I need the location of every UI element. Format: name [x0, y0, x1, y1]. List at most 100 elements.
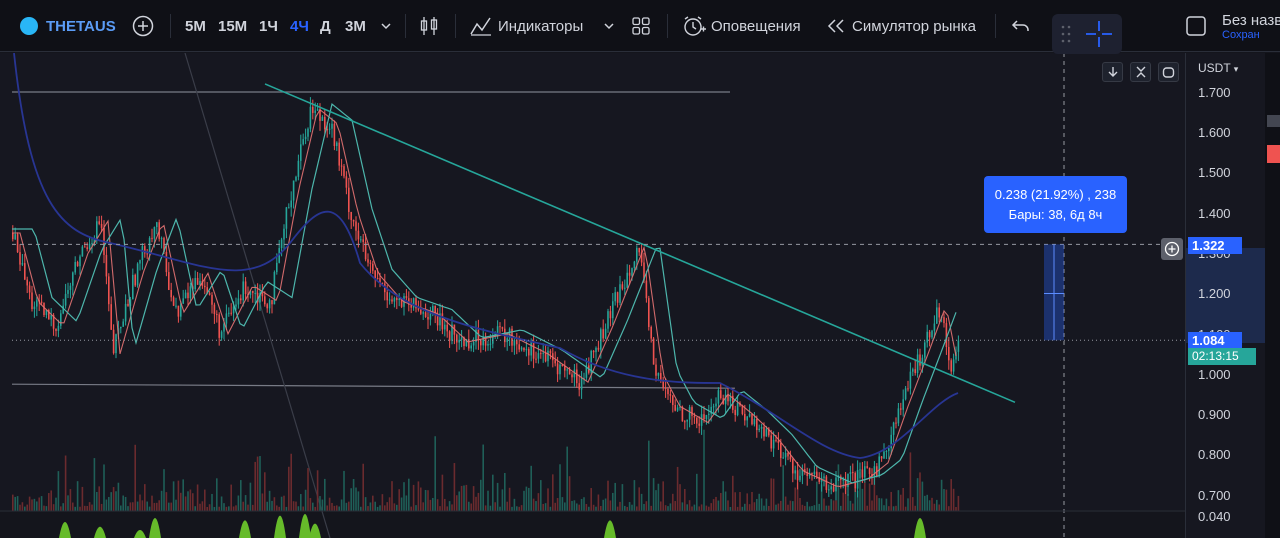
candle-body [415, 298, 417, 309]
candle-body [182, 298, 184, 304]
layout-name[interactable]: Без назв Сохран [1222, 0, 1280, 52]
volume-bar [904, 506, 907, 511]
candle-body [681, 407, 684, 422]
reset-scale-button[interactable] [1158, 62, 1179, 82]
candle-body [67, 290, 69, 294]
floating-drawing-toolbar[interactable] [1052, 14, 1122, 54]
candle-body [172, 297, 175, 306]
candle-body [811, 472, 813, 475]
volume-bar [871, 500, 873, 511]
candle-body [412, 298, 415, 308]
timeframe-dropdown[interactable] [380, 0, 392, 52]
volume-bar [540, 480, 542, 511]
candle-body [626, 272, 628, 288]
volume-bar [28, 496, 31, 511]
timeframe-15m[interactable]: 15M [218, 17, 248, 35]
candle-body [782, 457, 784, 459]
candle-body [348, 187, 350, 212]
templates-button[interactable] [631, 0, 651, 52]
candle-body [124, 303, 127, 322]
candle-body [432, 305, 434, 312]
undo-button[interactable] [1011, 0, 1031, 52]
volume-bar [336, 505, 338, 511]
candle-body [321, 116, 324, 121]
volume-bar [530, 465, 532, 511]
compare-button[interactable] [132, 0, 154, 52]
symbol-search[interactable]: THETAUS [20, 0, 116, 52]
timeframe-5m[interactable]: 5M [185, 17, 206, 35]
candle-body [518, 344, 520, 350]
timeframe-1d[interactable]: Д [320, 17, 331, 35]
volume-bar [283, 495, 285, 511]
indicator-spike [309, 523, 321, 538]
volume-bar [943, 489, 945, 511]
volume-bar [278, 506, 280, 511]
price-chart[interactable] [0, 53, 1185, 538]
volume-bar [924, 495, 926, 511]
volume-bar [81, 486, 84, 511]
candle-body [105, 254, 108, 277]
market-simulator-button[interactable]: Симулятор рынка [826, 0, 976, 52]
scroll-down-button[interactable] [1102, 62, 1123, 82]
candle-body [818, 476, 820, 482]
volume-bar [434, 436, 436, 511]
currency-selector[interactable]: USDT ▾ [1198, 61, 1238, 75]
timeframe-1h[interactable]: 1Ч [259, 17, 278, 35]
candle-body [880, 456, 883, 459]
volume-bar [331, 502, 333, 511]
candle-body [141, 246, 144, 261]
indicator-spike [604, 520, 616, 538]
volume-bar [861, 488, 864, 511]
volume-bar [571, 500, 573, 511]
candle-body [602, 329, 604, 339]
layout-save-status: Сохран [1222, 28, 1260, 41]
candle-body [763, 426, 765, 437]
ma-slow-line [13, 53, 959, 459]
timeframe-3m[interactable]: 3М [345, 17, 366, 35]
volume-bar [386, 502, 388, 511]
volume-bar [24, 506, 26, 511]
volume-bar [388, 497, 391, 511]
volume-bar [664, 505, 667, 511]
volume-bar [312, 502, 314, 511]
candle-body [856, 470, 859, 489]
candle-body [196, 277, 199, 285]
indicators-button[interactable]: Индикаторы [470, 0, 583, 52]
volume-bar [681, 502, 684, 511]
candle-body [542, 352, 544, 354]
candle-body [624, 287, 626, 289]
volume-bar [141, 500, 144, 511]
candle-body [417, 308, 420, 310]
price-tick: 0.800 [1198, 447, 1231, 462]
volume-bar [506, 501, 508, 511]
volume-bar [655, 490, 657, 511]
volume-bar [19, 504, 21, 511]
volume-bar [55, 497, 57, 511]
price-axis[interactable]: USDT ▾ 1.700 1.600 1.500 1.400 1.300 1.2… [1185, 53, 1266, 538]
volume-bar [638, 487, 640, 511]
add-price-button[interactable] [1161, 238, 1183, 260]
candle-body [674, 405, 676, 411]
candle-body [295, 176, 297, 181]
layout-checkbox[interactable] [1185, 0, 1207, 52]
candle-body [271, 300, 273, 305]
volume-bar [705, 505, 708, 511]
candle-body [549, 350, 552, 354]
candle-body [52, 315, 55, 329]
alerts-button[interactable]: Оповещения [682, 0, 801, 52]
collapse-button[interactable] [1130, 62, 1151, 82]
candle-body [744, 413, 746, 421]
candle-body [268, 300, 271, 309]
candle-body [175, 305, 177, 307]
volume-bar [112, 487, 115, 511]
volume-bar [165, 492, 168, 511]
candle-body [367, 259, 369, 263]
candle-body [232, 306, 235, 314]
volume-bar [297, 506, 300, 511]
chart-type-button[interactable] [420, 0, 438, 52]
indicators-dropdown[interactable] [603, 0, 615, 52]
candle-body [333, 123, 336, 147]
candle-body [636, 247, 638, 262]
volume-bar [724, 491, 727, 511]
timeframe-4h[interactable]: 4Ч [290, 17, 309, 35]
